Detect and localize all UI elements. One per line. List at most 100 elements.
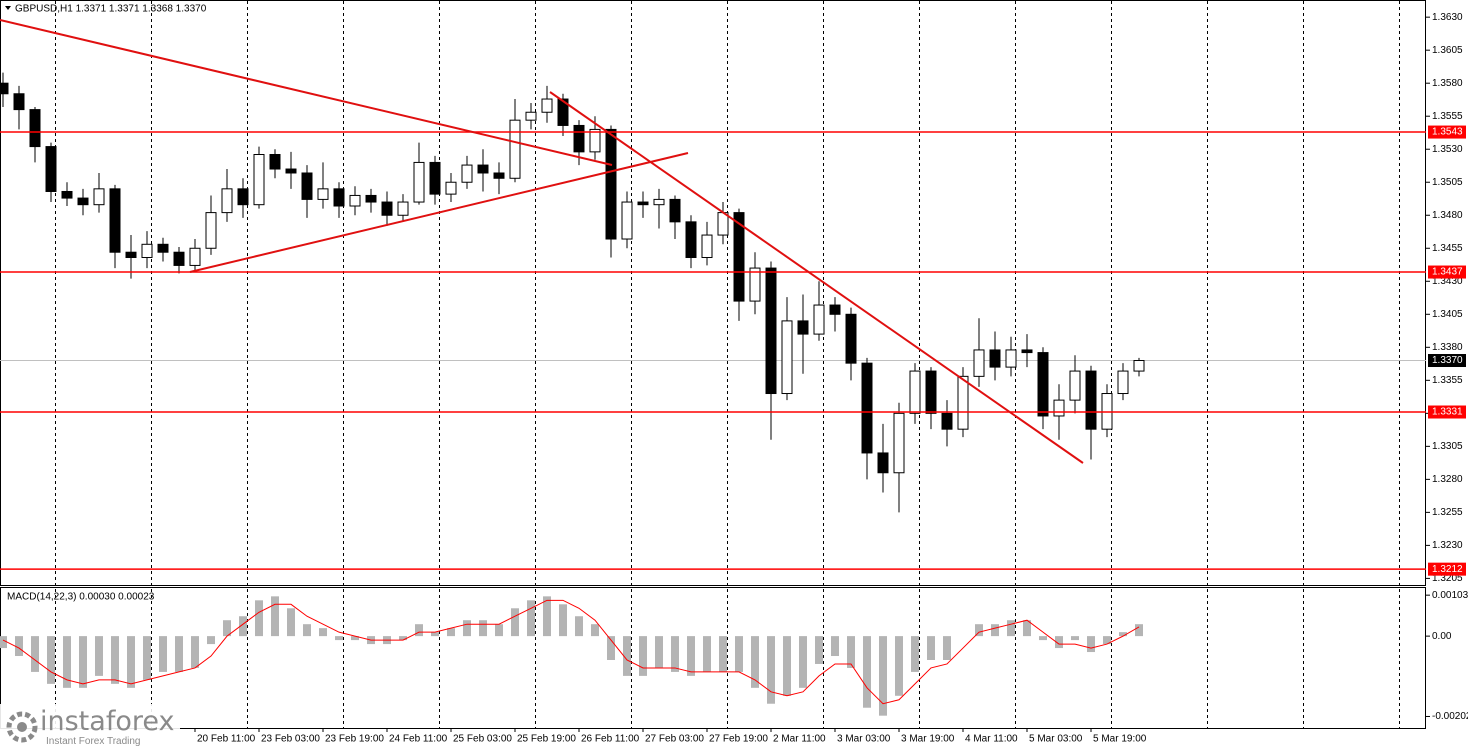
y-tick-label: 0.00103 [1432,590,1468,601]
candle-body [589,128,601,153]
level-label: 1.3437 [1432,267,1463,278]
y-tick-label: 0.00 [1432,631,1452,642]
candle-body [445,181,457,195]
y-tick-label: 1.3205 [1432,573,1463,584]
x-tick-label: 3 Mar 03:00 [837,734,891,745]
y-tick-label: 1.3280 [1432,474,1463,485]
macd-bar [879,636,887,716]
macd-bar [639,636,647,676]
candle-body [1053,399,1065,417]
candle-body [269,154,281,170]
collapse-arrow [5,6,11,10]
macd-bar [799,636,807,688]
y-tick-label: 1.3255 [1432,507,1463,518]
macd-bar [495,624,503,637]
watermark: instaforex Instant Forex Trading [0,704,180,750]
candle-body [829,304,841,315]
x-tick-label: 3 Mar 19:00 [901,734,955,745]
candle-body [253,154,265,206]
level-label-bg [1428,265,1466,279]
macd-bar [415,624,423,637]
candle-body [1037,352,1049,417]
macd-bar [543,596,551,637]
candle-body [541,98,553,113]
x-tick-label: 5 Mar 03:00 [1029,734,1083,745]
candle-body [1069,370,1081,401]
macd-bar [0,636,7,649]
y-tick-label: 1.3555 [1432,111,1463,122]
y-tick-label: 1.3355 [1432,375,1463,386]
marks [0,72,1426,716]
macd-bar [303,624,311,637]
candle-body [653,198,665,206]
candle-body [1133,360,1145,372]
candle-body [605,128,617,240]
macd-bar [719,636,727,672]
macd-bar [943,636,951,660]
candle-body [493,172,505,179]
y-tick-label: 1.3380 [1432,342,1463,353]
logo-icon [6,711,38,743]
macd-bar [511,608,519,637]
y-tick-label: 1.3580 [1432,78,1463,89]
macd-bar [783,636,791,696]
macd-bar [207,636,215,645]
candle-body [989,349,1001,368]
macd-bar [1023,620,1031,637]
x-tick-label: 23 Feb 19:00 [325,734,384,745]
x-tick-label: 25 Feb 19:00 [517,734,576,745]
macd-bar [591,624,599,637]
candle-body [925,370,937,414]
chart-title: GBPUSD,H1 1.3371 1.3371 1.3368 1.3370 [15,4,207,15]
y-tick-label: -0.00202 [1432,711,1468,722]
x-tick-label: 27 Feb 03:00 [645,734,704,745]
macd-bar [351,636,359,641]
x-tick-label: 26 Feb 11:00 [581,734,640,745]
candle-body [397,201,409,216]
trend-lines [0,19,1084,464]
macd-bar [479,620,487,637]
candle-body [733,212,745,302]
y-tick-label: 1.3630 [1432,12,1463,23]
macd-bar [175,636,183,672]
candle-body [301,172,313,200]
macd-bar [703,636,711,672]
candle-body [477,164,489,174]
y-tick-label: 1.3530 [1432,144,1463,155]
macd-bar [1039,636,1047,641]
level-label: 1.3331 [1432,407,1463,418]
y-tick-label: 1.3430 [1432,276,1463,287]
candle-body [349,194,361,207]
macd-bar [223,620,231,637]
macd-bar [47,636,55,684]
x-tick-label: 27 Feb 19:00 [709,734,768,745]
macd-bar [655,636,663,668]
y-tick-label: 1.3455 [1432,243,1463,254]
candle-body [557,98,569,126]
candle-body [781,320,793,395]
macd-bar [15,636,23,657]
candle-body [429,161,441,195]
candle-body [941,412,953,430]
macd-bar [863,636,871,708]
candle-body [1117,370,1129,395]
macd-bar [335,636,343,641]
x-tick-label: 20 Feb 11:00 [197,734,256,745]
macd-bar [1087,636,1095,653]
macd-bar [271,596,279,637]
macd-bar [431,632,439,637]
candle-body [333,188,345,207]
candle-body [173,251,185,266]
macd-bar [607,636,615,660]
macd-bar [975,624,983,637]
candle-body [109,188,121,253]
candle-body [685,221,697,259]
candle-body [861,362,873,454]
macd-bar [111,636,119,684]
macd-bar [447,628,455,637]
macd-bar [239,616,247,637]
macd-bar [31,636,39,672]
candle-body [701,234,713,259]
x-tick-label: 24 Feb 11:00 [389,734,448,745]
